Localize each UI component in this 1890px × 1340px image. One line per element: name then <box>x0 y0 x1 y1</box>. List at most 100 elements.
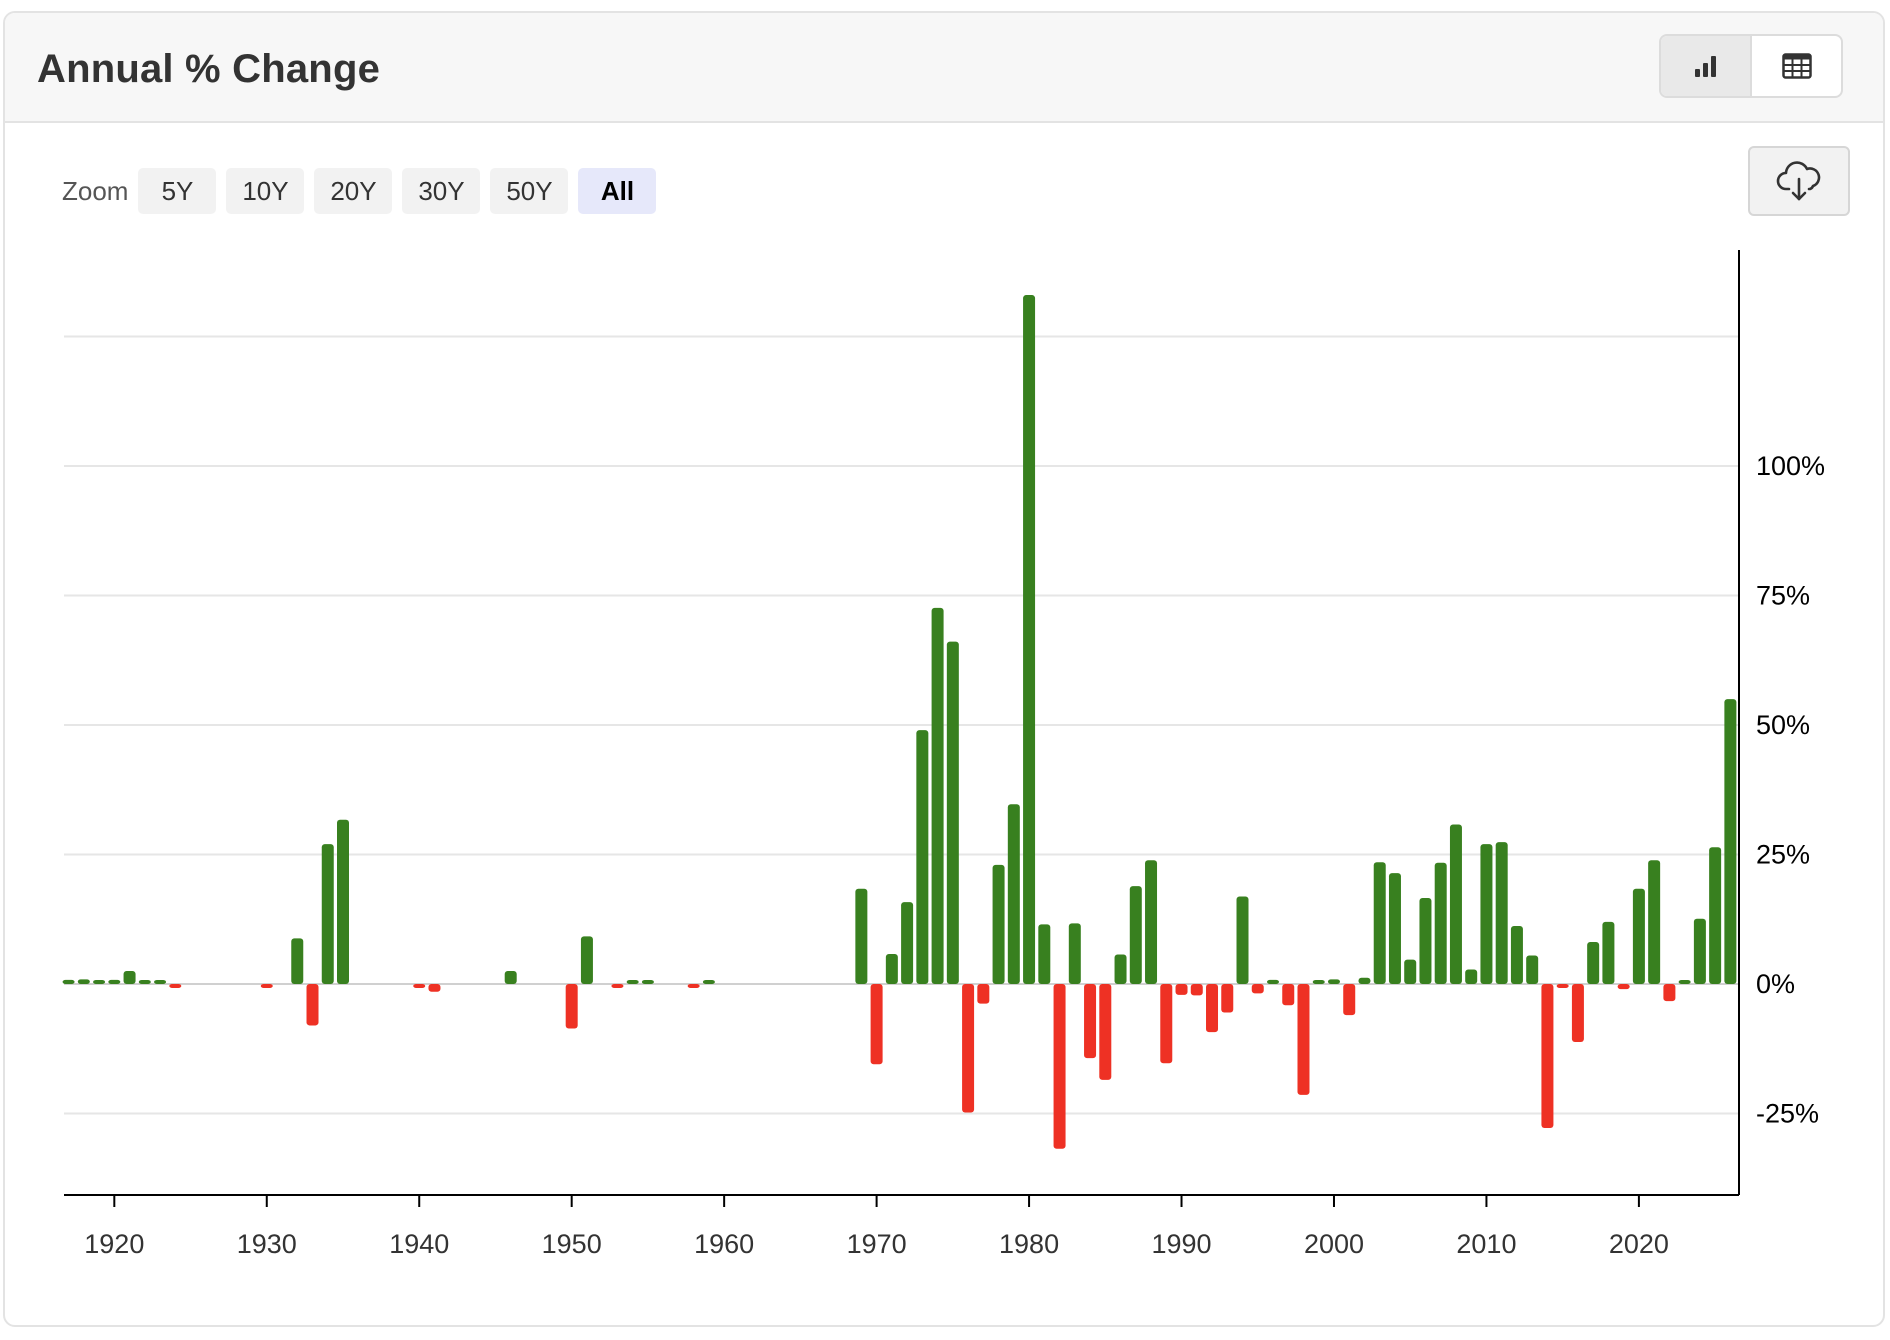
bar-1940[interactable] <box>413 984 426 988</box>
zoom-all-button[interactable]: All <box>578 168 657 214</box>
bar-1992[interactable] <box>1206 984 1219 1033</box>
zoom-20y-button[interactable]: 20Y <box>314 168 393 214</box>
bar-1997[interactable] <box>1282 984 1295 1006</box>
bar-1918[interactable] <box>77 979 90 984</box>
card-title: Annual % Change <box>37 47 381 91</box>
bar-1993[interactable] <box>1221 984 1234 1013</box>
bar-2017[interactable] <box>1587 942 1600 984</box>
bar-1999[interactable] <box>1312 980 1325 984</box>
bar-1919[interactable] <box>93 980 106 984</box>
bar-1970[interactable] <box>870 984 883 1065</box>
bar-1934[interactable] <box>321 844 334 984</box>
bar-1941[interactable] <box>428 984 441 992</box>
bar-2026[interactable] <box>1724 699 1737 984</box>
bar-1946[interactable] <box>504 971 517 984</box>
bar-2006[interactable] <box>1419 898 1432 984</box>
bar-1932[interactable] <box>291 938 304 984</box>
bar-1959[interactable] <box>702 980 715 984</box>
bar-1998[interactable] <box>1297 984 1310 1095</box>
bar-2015[interactable] <box>1556 984 1569 988</box>
tick-labels: -25% 0% 25% 50% 75% 100% 1920 1930 1940 1950 1960 1… <box>84 451 1825 1259</box>
bar-2019[interactable] <box>1617 984 1630 990</box>
bar-1920[interactable] <box>108 979 121 984</box>
bar-2018[interactable] <box>1602 921 1615 984</box>
bar-1986[interactable] <box>1114 954 1127 984</box>
bar-2007[interactable] <box>1434 862 1447 984</box>
bar-1923[interactable] <box>154 980 167 984</box>
bar-1924[interactable] <box>169 984 182 988</box>
chart-view-button[interactable] <box>1661 36 1750 96</box>
bar-1991[interactable] <box>1190 984 1203 996</box>
bar-1982[interactable] <box>1053 984 1066 1149</box>
y-tick-label: 25% <box>1756 840 1810 870</box>
bar-1979[interactable] <box>1007 804 1020 984</box>
bar-2008[interactable] <box>1449 824 1462 984</box>
bar-1995[interactable] <box>1251 984 1264 994</box>
bar-1958[interactable] <box>687 984 700 988</box>
bar-1988[interactable] <box>1145 860 1158 984</box>
bar-1978[interactable] <box>992 864 1005 984</box>
bar-2022[interactable] <box>1663 984 1676 1002</box>
y-tick-label: 75% <box>1756 581 1810 611</box>
bar-1985[interactable] <box>1099 984 1112 1080</box>
bar-1955[interactable] <box>641 980 654 984</box>
bar-1976[interactable] <box>962 984 975 1113</box>
bar-2023[interactable] <box>1678 980 1691 984</box>
bar-2009[interactable] <box>1465 969 1478 984</box>
bar-1974[interactable] <box>931 607 944 984</box>
bar-1969[interactable] <box>855 888 868 984</box>
bar-1994[interactable] <box>1236 896 1249 984</box>
bar-2021[interactable] <box>1648 860 1661 984</box>
bar-2020[interactable] <box>1632 888 1645 984</box>
bar-1990[interactable] <box>1175 984 1188 995</box>
bar-2013[interactable] <box>1526 955 1539 984</box>
y-tick-label: 100% <box>1756 451 1825 481</box>
cloud-download-icon <box>1776 161 1821 201</box>
bar-1987[interactable] <box>1129 886 1142 984</box>
x-tick-label: 1930 <box>237 1229 297 1259</box>
bar-1930[interactable] <box>260 984 273 988</box>
bar-2011[interactable] <box>1495 842 1508 984</box>
bar-1989[interactable] <box>1160 984 1173 1064</box>
zoom-30y-button[interactable]: 30Y <box>402 168 481 214</box>
bar-2016[interactable] <box>1571 984 1584 1043</box>
bar-2025[interactable] <box>1709 847 1722 984</box>
zoom-10y-button[interactable]: 10Y <box>226 168 305 214</box>
download-button[interactable] <box>1748 146 1850 216</box>
bar-1984[interactable] <box>1084 984 1097 1059</box>
bar-1950[interactable] <box>565 984 578 1029</box>
bar-2024[interactable] <box>1693 918 1706 984</box>
x-tick-label: 2010 <box>1456 1229 1516 1259</box>
table-view-button[interactable] <box>1750 36 1841 96</box>
bar-1971[interactable] <box>885 953 898 984</box>
bar-1977[interactable] <box>977 984 990 1004</box>
bar-2001[interactable] <box>1343 984 1356 1016</box>
bar-2002[interactable] <box>1358 977 1371 984</box>
bar-2014[interactable] <box>1541 984 1554 1129</box>
bar-1954[interactable] <box>626 980 639 984</box>
bar-2005[interactable] <box>1404 959 1417 984</box>
zoom-5y-button[interactable]: 5Y <box>138 168 217 214</box>
bars <box>62 295 1737 1149</box>
bar-1972[interactable] <box>901 902 914 984</box>
bar-1980[interactable] <box>1023 295 1036 984</box>
bar-2000[interactable] <box>1327 979 1340 984</box>
bar-2012[interactable] <box>1510 925 1523 984</box>
bar-1983[interactable] <box>1068 923 1081 984</box>
bar-1951[interactable] <box>580 936 593 984</box>
bar-1922[interactable] <box>138 980 151 984</box>
bar-1981[interactable] <box>1038 924 1051 984</box>
bar-2003[interactable] <box>1373 862 1386 984</box>
x-tick-label: 1970 <box>847 1229 907 1259</box>
bar-1933[interactable] <box>306 984 319 1026</box>
bar-1921[interactable] <box>123 971 136 984</box>
bar-1996[interactable] <box>1267 979 1279 984</box>
zoom-50y-button[interactable]: 50Y <box>490 168 569 214</box>
bar-1953[interactable] <box>611 984 624 988</box>
bar-1917[interactable] <box>62 979 75 984</box>
bar-1935[interactable] <box>337 819 349 984</box>
bar-2010[interactable] <box>1480 844 1493 984</box>
bar-1973[interactable] <box>916 730 929 984</box>
bar-1975[interactable] <box>946 641 959 984</box>
bar-2004[interactable] <box>1388 873 1401 984</box>
